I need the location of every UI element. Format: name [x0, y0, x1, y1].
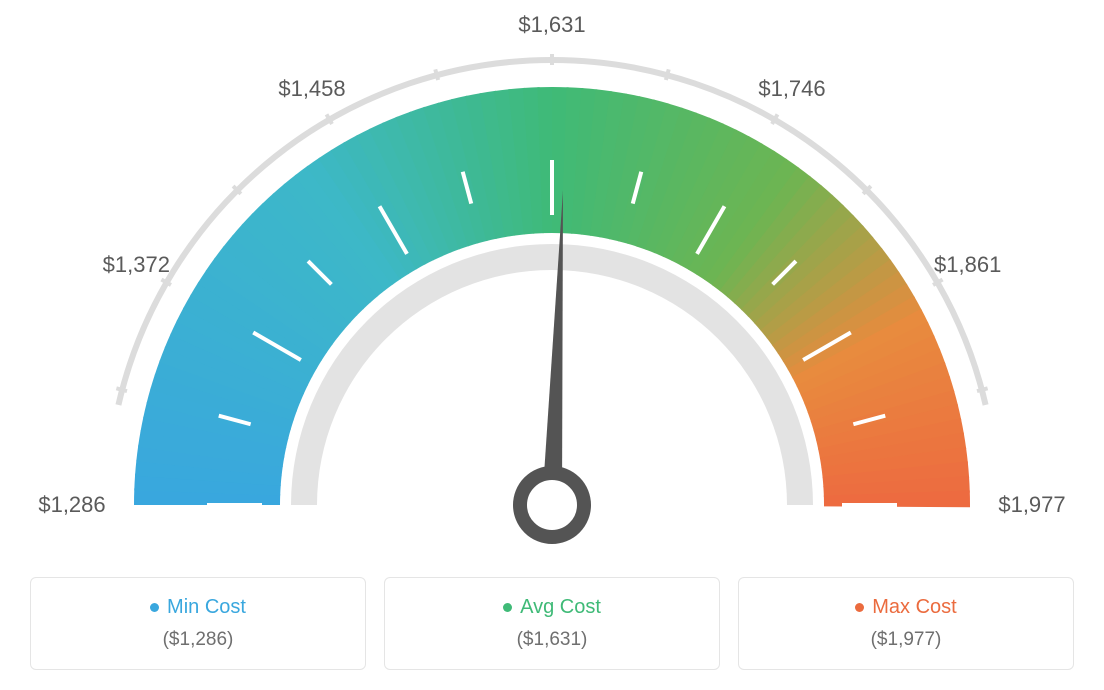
- gauge-tick-label: $1,631: [518, 12, 585, 38]
- legend-label-text: Avg Cost: [520, 596, 601, 619]
- gauge-tick-label: $1,286: [38, 492, 105, 518]
- gauge-hub: [520, 473, 584, 537]
- gauge-tick-label: $1,746: [758, 76, 825, 102]
- track-tick: [977, 388, 988, 391]
- legend-label: Avg Cost: [503, 596, 601, 619]
- gauge-svg: [0, 0, 1104, 560]
- gauge-area: $1,286 $1,372 $1,458 $1,631 $1,746 $1,861 $1,9…: [0, 0, 1104, 560]
- track-tick: [666, 69, 669, 80]
- gauge-needle: [542, 190, 563, 505]
- legend-dot-icon: [503, 603, 512, 612]
- legend-label-text: Max Cost: [872, 596, 956, 619]
- legend-value: ($1,977): [749, 629, 1063, 651]
- legend-max-card: Max Cost ($1,977): [738, 577, 1074, 670]
- legend-label: Min Cost: [150, 596, 246, 619]
- gauge-chart-container: { "gauge": { "center_x": 552, "center_y"…: [0, 0, 1104, 690]
- legend-row: Min Cost ($1,286) Avg Cost ($1,631) Max Cost…: [30, 577, 1074, 670]
- gauge-tick-label: $1,458: [278, 76, 345, 102]
- legend-value: ($1,286): [41, 629, 355, 651]
- track-tick: [116, 388, 127, 391]
- gauge-tick-label: $1,861: [934, 252, 1001, 278]
- legend-label-text: Min Cost: [167, 596, 246, 619]
- legend-label: Max Cost: [855, 596, 956, 619]
- gauge-tick-label: $1,977: [998, 492, 1065, 518]
- legend-avg-card: Avg Cost ($1,631): [384, 577, 720, 670]
- legend-dot-icon: [150, 603, 159, 612]
- track-tick: [435, 69, 438, 80]
- legend-value: ($1,631): [395, 629, 709, 651]
- gauge-tick-label: $1,372: [103, 252, 170, 278]
- legend-dot-icon: [855, 603, 864, 612]
- legend-min-card: Min Cost ($1,286): [30, 577, 366, 670]
